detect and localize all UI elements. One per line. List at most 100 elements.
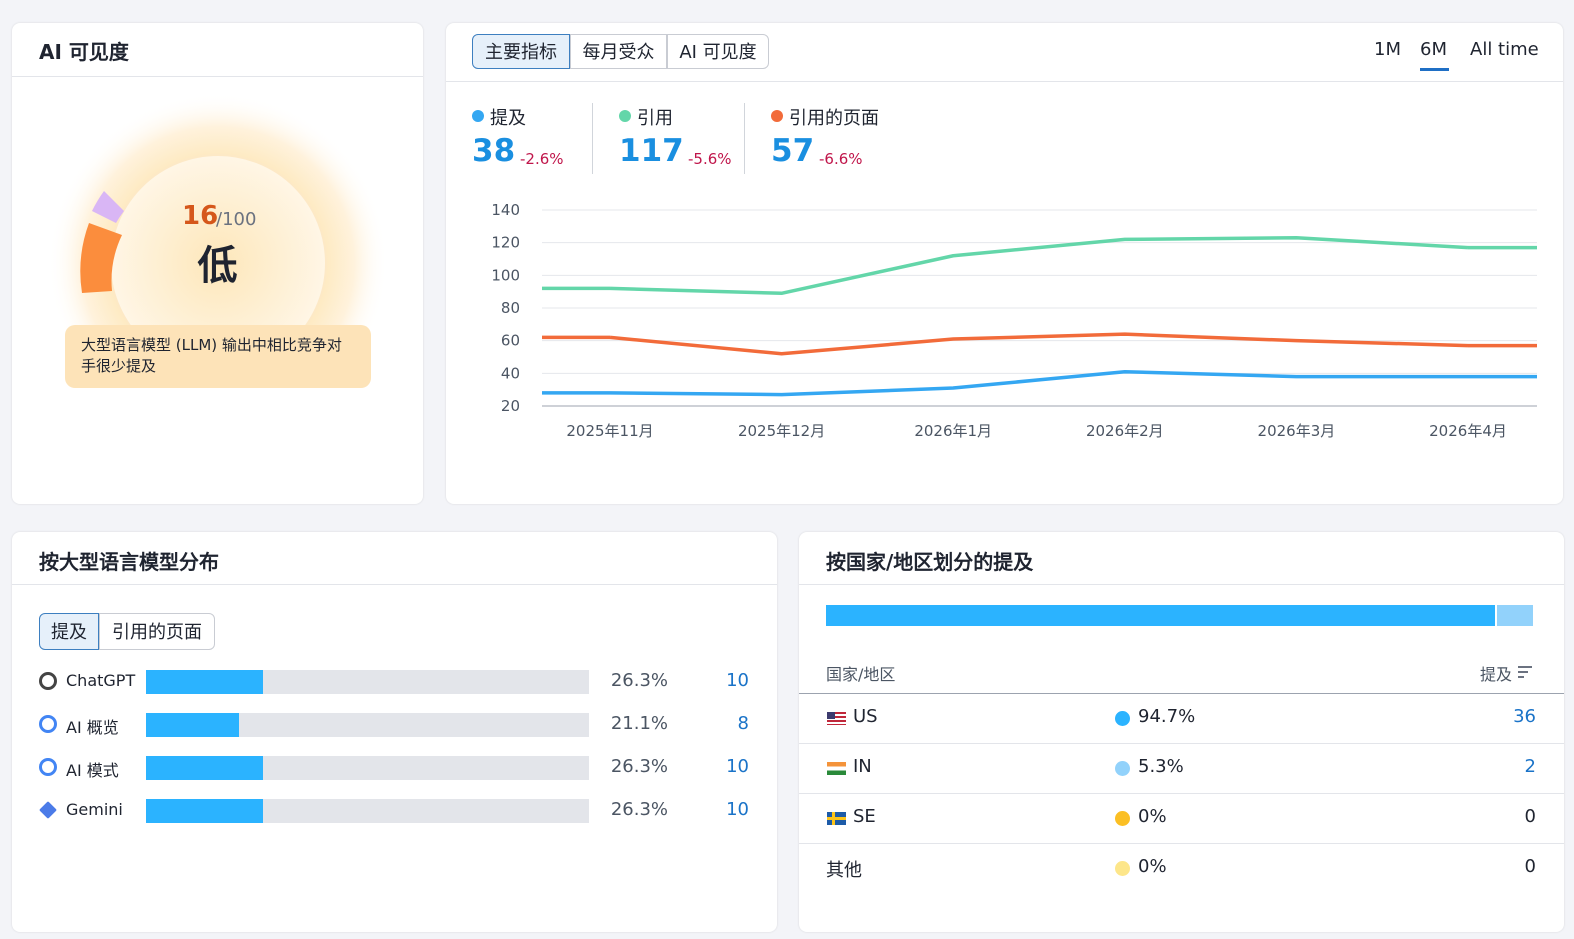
gauge-segment: [80, 223, 122, 293]
count[interactable]: 2: [1524, 756, 1536, 777]
series-line: [609, 332, 1469, 356]
legend-dot: [619, 110, 631, 122]
y-tick-label: 80: [501, 299, 520, 317]
x-tick-label: 2026年3月: [1258, 422, 1336, 440]
divider: [446, 81, 1563, 82]
metric-change: -6.6%: [819, 150, 863, 168]
share-label: 5.3%: [1138, 756, 1184, 777]
bar: [146, 713, 240, 737]
range-option[interactable]: All time: [1470, 39, 1539, 60]
column-header: 国家/地区: [826, 665, 896, 684]
share-label: 94.7%: [1138, 706, 1196, 727]
x-tick-label: 2025年12月: [738, 422, 825, 440]
llm-name: AI 概览: [66, 718, 119, 737]
tab[interactable]: 每月受众: [570, 34, 667, 69]
llm-icon: [39, 758, 57, 776]
country-name: SE: [853, 806, 876, 827]
llm-icon: [39, 672, 57, 690]
share-dot: [1115, 811, 1130, 826]
series-line: [609, 369, 1468, 397]
y-tick-label: 100: [491, 266, 520, 284]
divider: [799, 793, 1564, 794]
share-label: 26.3%: [610, 799, 668, 820]
llm-icon: [39, 715, 57, 733]
card-title: 按国家/地区划分的提及: [826, 550, 1034, 574]
llm-name: ChatGPT: [66, 671, 136, 690]
divider: [799, 743, 1564, 744]
metric-change: -2.6%: [520, 150, 564, 168]
country-name: 其他: [826, 860, 862, 881]
x-tick-label: 2025年11月: [566, 422, 653, 440]
y-tick-label: 140: [491, 201, 520, 219]
divider: [799, 843, 1564, 844]
share-label: 0%: [1138, 856, 1167, 877]
tab[interactable]: 提及: [39, 613, 99, 650]
country-name: US: [853, 706, 878, 727]
metric-value: 57: [771, 133, 815, 169]
gauge: [48, 93, 388, 343]
y-tick-label: 120: [491, 234, 520, 252]
divider: [799, 693, 1564, 694]
range-option[interactable]: 6M: [1420, 39, 1447, 60]
tab[interactable]: 主要指标: [472, 34, 570, 69]
x-tick-label: 2026年1月: [914, 422, 992, 440]
share-label: 26.3%: [610, 670, 668, 691]
share-dot: [1115, 861, 1130, 876]
range-option[interactable]: 1M: [1374, 39, 1401, 60]
x-tick-label: 2026年2月: [1086, 422, 1164, 440]
metric-value: 117: [619, 133, 684, 169]
sort-icon[interactable]: [1517, 665, 1533, 679]
count[interactable]: 10: [726, 756, 749, 777]
line-extension: [542, 335, 1537, 348]
country-name: IN: [853, 756, 872, 777]
tab[interactable]: AI 可见度: [667, 34, 769, 69]
count[interactable]: 36: [1513, 706, 1536, 727]
card-title: 按大型语言模型分布: [39, 550, 219, 574]
flag: [827, 762, 846, 775]
legend-dot: [771, 110, 783, 122]
tab[interactable]: 引用的页面: [99, 613, 215, 650]
metrics-card: 主要指标 每月受众 AI 可见度 1M 6M All time 提及 38 -2.6% 引用 1…: [446, 23, 1563, 504]
stack-segment: [826, 605, 1496, 626]
gauge-segment: [92, 191, 124, 223]
score-max: /100: [216, 209, 257, 230]
llm-name: Gemini: [66, 800, 123, 819]
divider: [12, 584, 777, 585]
legend-label: 引用: [637, 108, 673, 129]
flag: [827, 712, 846, 725]
count[interactable]: 8: [737, 713, 749, 734]
description: 大型语言模型 (LLM) 输出中相比竞争对手很少提及: [65, 325, 371, 388]
separator: [744, 103, 745, 174]
share-label: 0%: [1138, 806, 1167, 827]
count[interactable]: 10: [726, 670, 749, 691]
metric-change: -5.6%: [688, 150, 732, 168]
share-dot: [1115, 761, 1130, 776]
count[interactable]: 10: [726, 799, 749, 820]
card-title: AI 可见度: [39, 40, 129, 64]
legend-dot: [472, 110, 484, 122]
divider: [12, 76, 423, 77]
x-tick-label: 2026年4月: [1429, 422, 1507, 440]
bar: [146, 799, 263, 823]
column-header[interactable]: 提及: [1479, 665, 1512, 684]
series-line: [609, 236, 1469, 296]
score: 16: [182, 201, 219, 231]
divider: [799, 584, 1564, 585]
legend-label: 引用的页面: [789, 108, 879, 129]
share-label: 26.3%: [610, 756, 668, 777]
score-level: 低: [197, 243, 238, 289]
line-chart: 20 40 60 80 100 120 140 2025年11月 2025年12月 2026年1月…: [491, 201, 1537, 440]
line-extension: [542, 245, 1537, 291]
stack-segment: [1497, 605, 1533, 626]
llm-name: AI 模式: [66, 761, 119, 780]
bar: [146, 670, 263, 694]
legend-label: 提及: [490, 108, 526, 129]
range-underline: [1420, 68, 1449, 71]
llm-card: 按大型语言模型分布 提及 引用的页面 ChatGPT 26.3% 10 AI 概览 21.…: [12, 532, 777, 932]
y-tick-label: 40: [501, 364, 520, 382]
line-extension: [542, 374, 1537, 395]
count: 0: [1524, 806, 1536, 827]
country-card: 按国家/地区划分的提及 国家/地区 提及 US 94.7% 36 IN 5.3% 2 SE 0…: [799, 532, 1564, 932]
share-dot: [1115, 711, 1130, 726]
